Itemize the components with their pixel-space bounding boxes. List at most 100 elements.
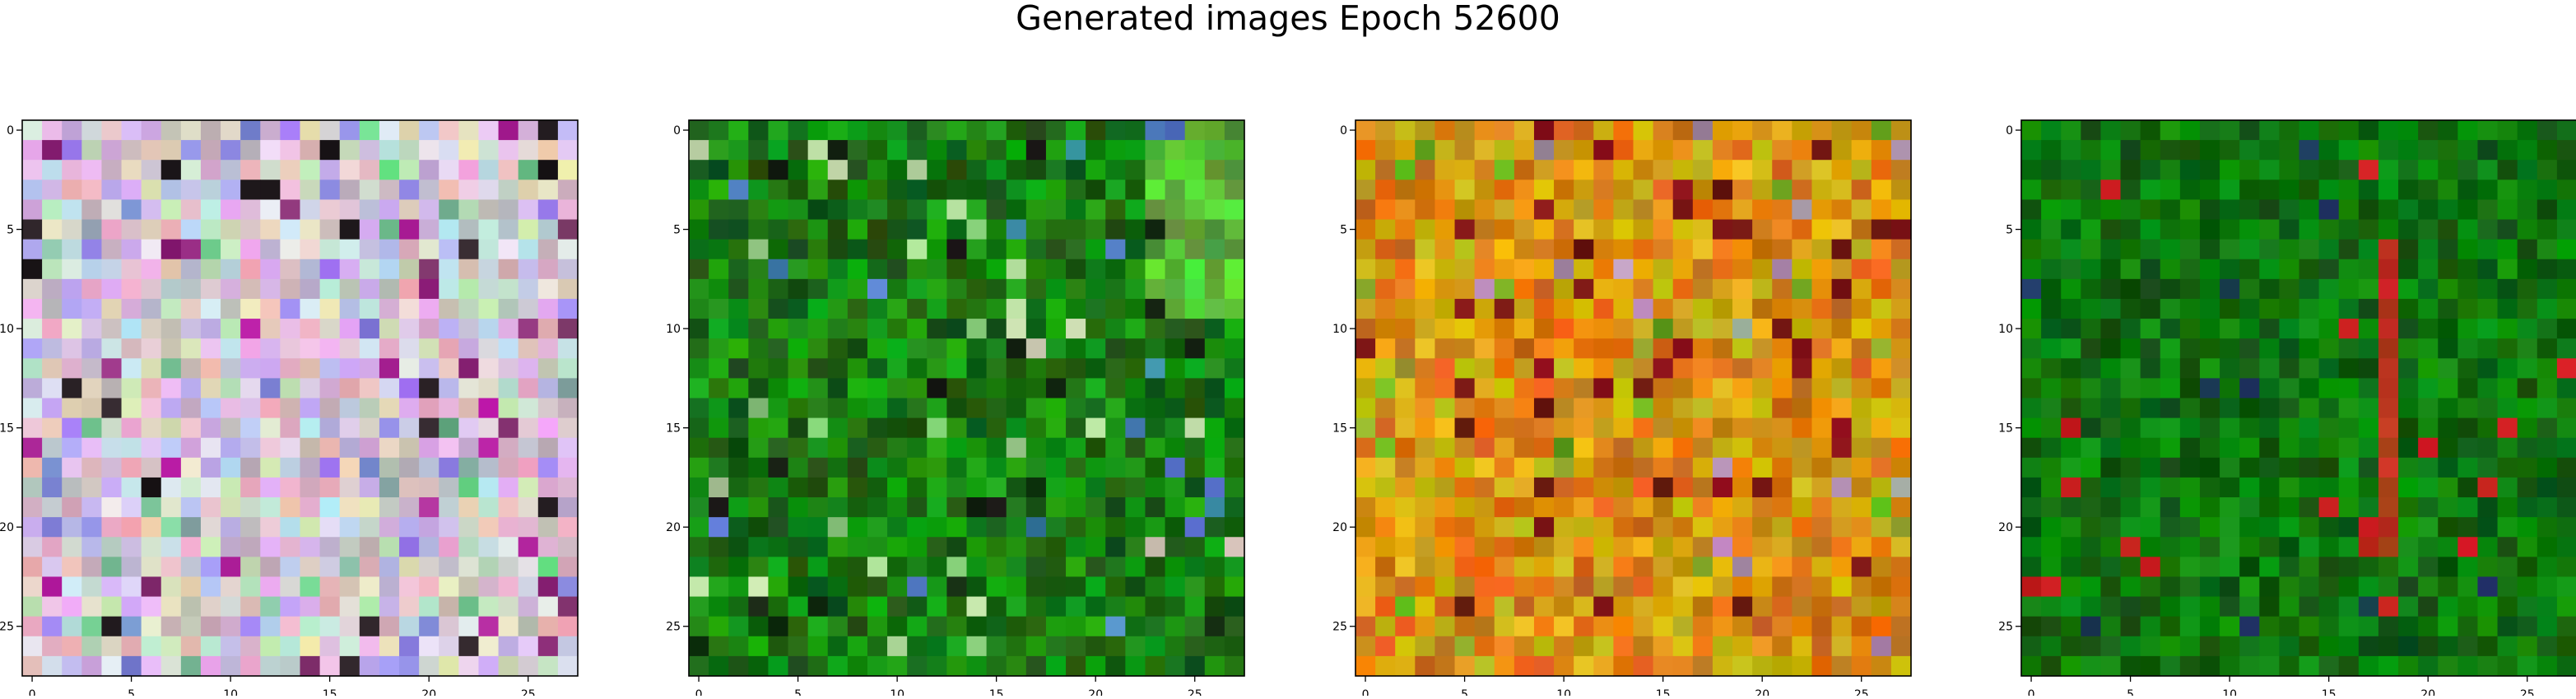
pixel-cell: [986, 259, 1007, 280]
pixel-cell: [1633, 517, 1654, 538]
pixel-cell: [788, 557, 809, 578]
pixel-cell: [2120, 557, 2141, 578]
pixel-cell: [1025, 179, 1047, 201]
pixel-cell: [1184, 517, 1206, 538]
pixel-cell: [788, 219, 809, 240]
pixel-cell: [180, 398, 202, 419]
pixel-cell: [1224, 378, 1245, 399]
pixel-cell: [1224, 179, 1245, 201]
pixel-cell: [518, 120, 539, 141]
pixel-cell: [1105, 378, 1126, 399]
pixel-cell: [419, 278, 439, 300]
pixel-cell: [2398, 497, 2419, 518]
pixel-cell: [2179, 477, 2201, 498]
pixel-cell: [42, 477, 63, 498]
pixel-cell: [160, 120, 182, 141]
pixel-cell: [260, 319, 281, 339]
pixel-cell: [518, 259, 539, 280]
pixel-cell: [1086, 596, 1106, 617]
pixel-cell: [1692, 477, 1713, 498]
pixel-cell: [887, 278, 908, 300]
pixel-cell: [1712, 437, 1733, 459]
pixel-cell: [867, 557, 888, 578]
pixel-cell: [827, 616, 849, 637]
pixel-cell: [379, 537, 400, 557]
pixel-cell: [748, 239, 770, 260]
pixel-cell: [1045, 457, 1067, 478]
pixel-cell: [2438, 219, 2458, 240]
pixel-cell: [518, 596, 539, 617]
pixel-cell: [827, 497, 849, 518]
pixel-cell: [180, 199, 202, 221]
pixel-cell: [2556, 437, 2576, 459]
pixel-cell: [986, 616, 1007, 637]
pixel-cell: [946, 557, 968, 578]
pixel-cell: [458, 477, 480, 498]
pixel-cell: [1811, 596, 1833, 617]
pixel-cell: [1375, 239, 1396, 260]
pixel-cell: [2358, 517, 2379, 538]
pixel-cell: [1105, 358, 1126, 379]
pixel-cell: [1066, 278, 1086, 300]
pixel-cell: [2179, 378, 2201, 399]
pixel-cell: [1593, 417, 1614, 439]
pixel-cell: [518, 497, 539, 518]
pixel-cell: [240, 576, 261, 598]
pixel-cell: [2378, 596, 2399, 617]
pixel-cell: [1732, 219, 1753, 240]
x-tick-label: 5: [1461, 688, 1468, 696]
pixel-cell: [1454, 319, 1476, 339]
pixel-cell: [2497, 160, 2518, 180]
pixel-cell: [2061, 398, 2081, 419]
pixel-cell: [2378, 278, 2399, 300]
pixel-cell: [1811, 497, 1833, 518]
pixel-cell: [1574, 417, 1594, 439]
pixel-cell: [1145, 636, 1166, 657]
pixel-cell: [1494, 298, 1515, 319]
pixel-cell: [339, 179, 360, 201]
pixel-cell: [478, 179, 500, 201]
pixel-cell: [2140, 497, 2161, 518]
pixel-cell: [22, 636, 43, 657]
pixel-cell: [2477, 537, 2499, 557]
pixel-cell: [1474, 378, 1495, 399]
pixel-cell: [2041, 655, 2062, 677]
pixel-cell: [1533, 596, 1555, 617]
pixel-cell: [1772, 398, 1793, 419]
pixel-cell: [1395, 338, 1416, 359]
pixel-cell: [2418, 417, 2439, 439]
pixel-cell: [2100, 398, 2122, 419]
pixel-cell: [1105, 199, 1126, 221]
pixel-cell: [1494, 358, 1515, 379]
pixel-cell: [1831, 655, 1853, 677]
pixel-cell: [2457, 239, 2479, 260]
pixel-cell: [498, 398, 519, 419]
pixel-cell: [1712, 596, 1733, 617]
pixel-cell: [180, 437, 202, 459]
pixel-cell: [62, 398, 82, 419]
pixel-cell: [1890, 278, 1912, 300]
pixel-cell: [1851, 298, 1872, 319]
pixel-cell: [399, 636, 420, 657]
pixel-cell: [180, 160, 202, 180]
pixel-cell: [2259, 576, 2280, 598]
pixel-cell: [986, 298, 1007, 319]
pixel-cell: [689, 557, 709, 578]
pixel-cell: [709, 616, 729, 637]
pixel-cell: [1831, 120, 1853, 141]
pixel-cell: [2358, 298, 2379, 319]
pixel-cell: [807, 576, 829, 598]
pixel-cell: [1672, 179, 1694, 201]
pixel-cell: [1474, 120, 1495, 141]
pixel-cell: [1772, 378, 1793, 399]
pixel-cell: [2556, 616, 2576, 637]
pixel-cell: [260, 239, 281, 260]
x-tick-label: 25: [2520, 688, 2535, 696]
pixel-cell: [101, 358, 123, 379]
pixel-cell: [867, 319, 888, 339]
pixel-cell: [2140, 557, 2161, 578]
pixel-cell: [1204, 179, 1225, 201]
pixel-cell: [1811, 437, 1833, 459]
pixel-cell: [827, 120, 849, 141]
pixel-cell: [2338, 179, 2360, 201]
